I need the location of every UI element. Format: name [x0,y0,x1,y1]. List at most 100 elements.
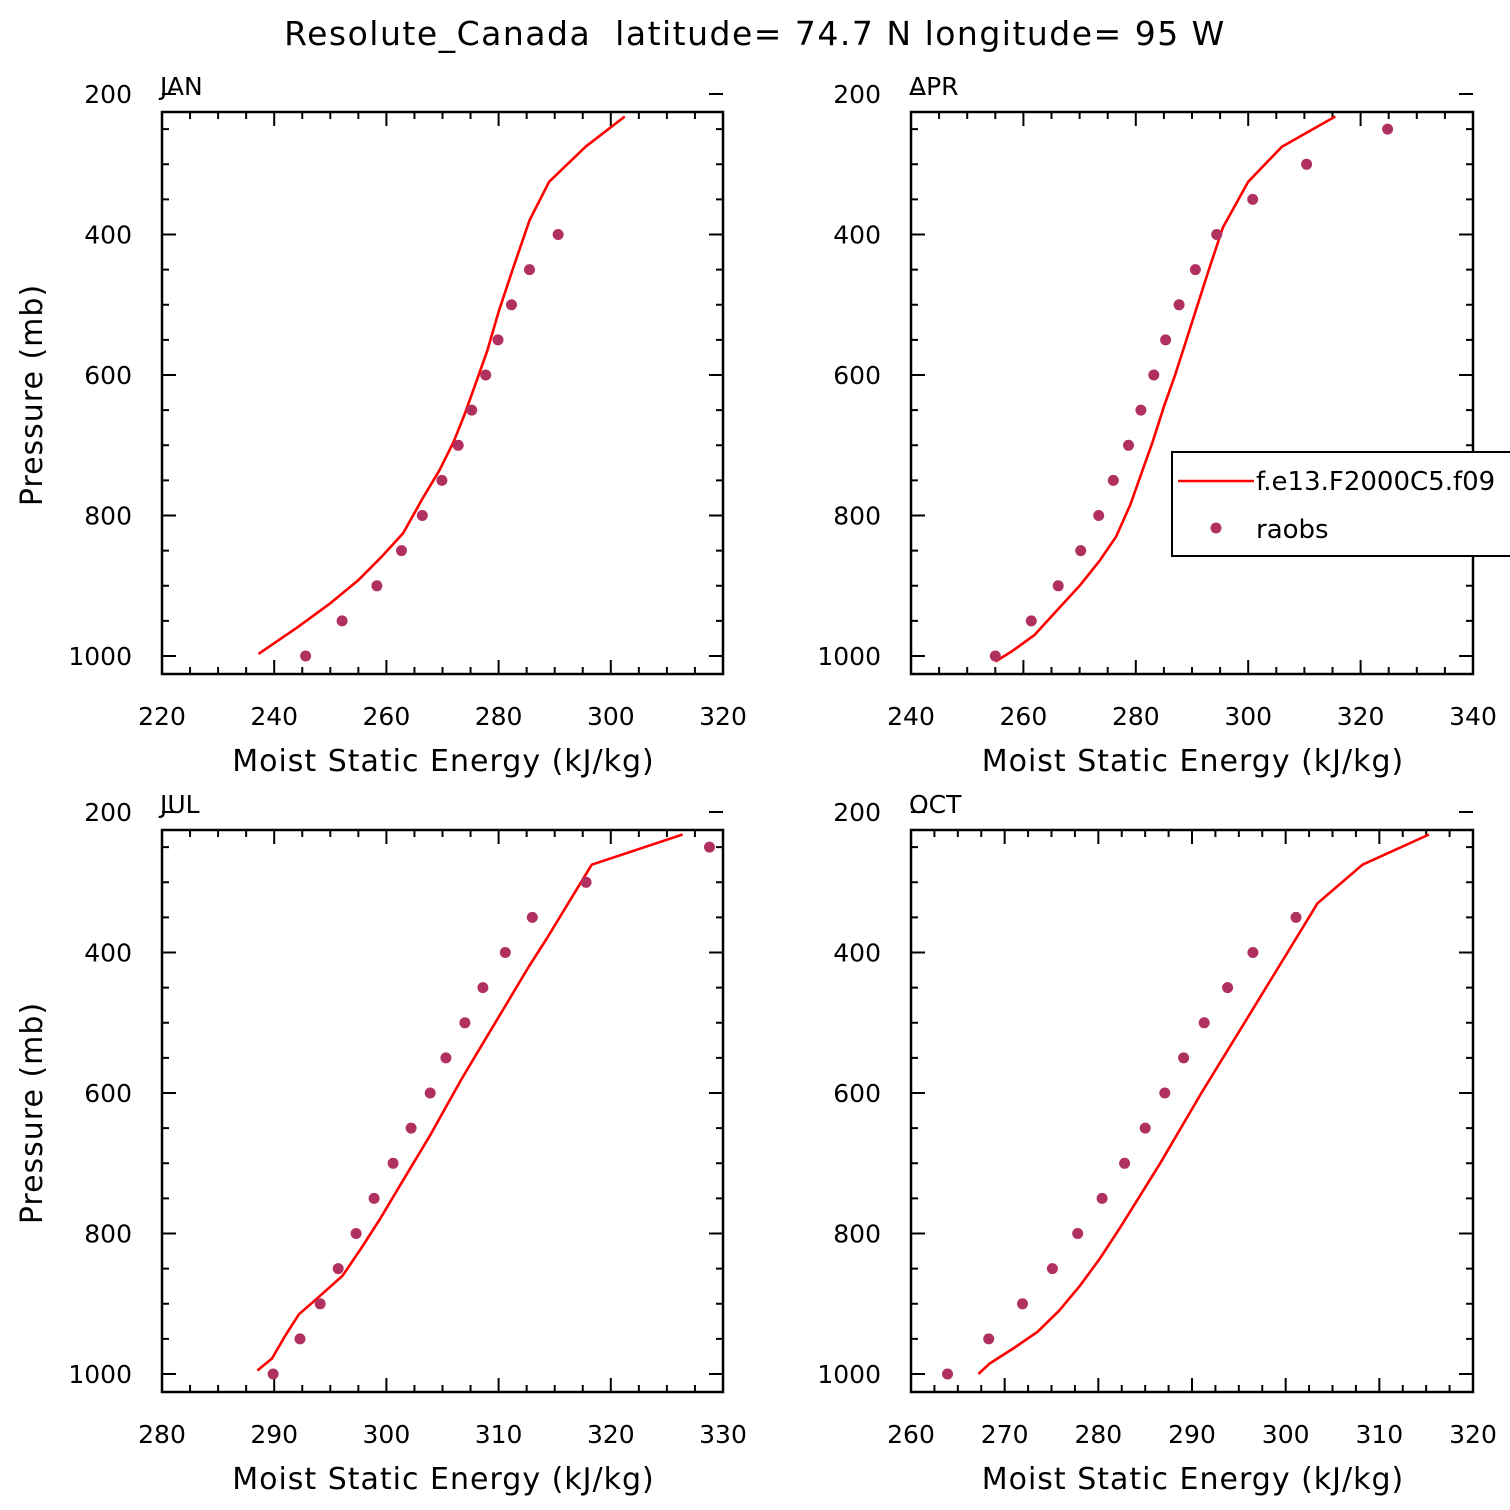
y-axis-label: Pressure (mb) [15,284,50,506]
raobs-point [440,1052,452,1064]
x-tick-label: 300 [1224,702,1272,731]
x-tick-label: 320 [699,702,747,731]
model-series-line [257,115,626,655]
raobs-point [704,841,715,853]
raobs-point [477,982,489,994]
raobs-point [1382,123,1394,135]
raobs-point [300,650,312,662]
raobs-point [1160,334,1172,346]
x-tick-label: 320 [587,1420,635,1449]
legend: f.e13.F2000C5.f09 raobs [1171,451,1510,557]
raobs-point [1075,545,1087,557]
x-axis-label: Moist Static Energy (kJ/kg) [232,1462,655,1497]
x-tick-label: 240 [250,702,298,731]
raobs-point [332,1263,344,1275]
y-tick-label: 800 [84,1220,132,1249]
x-tick-label: 320 [1337,702,1385,731]
model-series-line [977,833,1430,1375]
y-tick-label: 1000 [817,642,881,671]
raobs-point [552,229,564,240]
y-tick-label: 200 [833,80,881,109]
raobs-point [1072,1228,1084,1239]
legend-raobs-marker [1210,522,1222,534]
y-tick-label: 800 [833,502,881,531]
raobs-point [294,1333,306,1345]
panel-title: APR [909,72,959,101]
raobs-point [1135,404,1147,416]
raobs-point [1119,1157,1131,1169]
raobs-point [368,1192,380,1204]
x-tick-label: 290 [250,1420,298,1449]
x-tick-label: 280 [1112,702,1160,731]
raobs-point [942,1368,953,1380]
raobs-point [983,1333,995,1345]
raobs-point [336,615,348,627]
x-tick-label: 280 [138,1420,186,1449]
raobs-point [314,1298,326,1310]
raobs-point [524,264,535,276]
x-axis-label: Moist Static Energy (kJ/kg) [982,744,1405,779]
raobs-point [499,947,511,958]
y-tick-label: 200 [84,80,132,109]
x-tick-label: 300 [363,1420,411,1449]
x-tick-label: 220 [138,702,186,731]
raobs-point [989,650,1001,662]
x-tick-label: 300 [1262,1420,1310,1449]
y-tick-label: 400 [833,939,881,968]
raobs-point [1046,1263,1058,1275]
raobs-point [405,1122,417,1134]
x-axis-label: Moist Static Energy (kJ/kg) [982,1462,1405,1497]
panel-oct: 260 270 280 290 300 310 320 200 400 600 800 1000 OCT… [817,790,1496,1497]
x-tick-label: 260 [363,702,411,731]
legend-model-label: f.e13.F2000C5.f09 [1256,467,1495,497]
x-tick-label: 310 [475,1420,523,1449]
raobs-point [1017,1298,1028,1310]
raobs-point [1247,947,1259,958]
raobs-point [506,299,517,311]
y-tick-label: 1000 [68,642,132,671]
raobs-point [526,911,538,923]
y-tick-label: 1000 [68,1360,132,1389]
x-tick-label: 270 [981,1420,1029,1449]
figure-title: Resolute_Canada latitude= 74.7 N longitu… [284,14,1226,53]
y-tick-label: 200 [84,798,132,827]
raobs-point [580,876,592,888]
y-tick-label: 600 [833,1079,881,1108]
y-tick-label: 400 [84,939,132,968]
x-tick-label: 280 [1074,1420,1122,1449]
raobs-point [1222,982,1234,994]
raobs-point [1107,474,1119,486]
panel-apr: 240 260 280 300 320 340 200 400 600 800 1000 APR Moi… [817,72,1510,779]
y-tick-label: 1000 [817,1360,881,1389]
raobs-point [424,1087,436,1099]
x-tick-label: 340 [1449,702,1497,731]
panel-title: OCT [909,790,962,819]
legend-raobs-label: raobs [1256,515,1329,545]
raobs-point [1025,615,1037,627]
panel-jul: 280 290 300 310 320 330 200 400 600 800 1000 JUL Moi… [15,790,747,1497]
raobs-point [1093,510,1105,521]
model-series-line [256,833,684,1372]
raobs-point [1173,299,1185,311]
raobs-point [1198,1017,1210,1029]
x-tick-label: 310 [1355,1420,1403,1449]
x-tick-label: 260 [887,1420,935,1449]
raobs-point [1052,580,1064,592]
y-tick-label: 600 [833,361,881,390]
panel-jan: 220 240 260 280 300 320 200 400 600 800 1000 JAN Moi… [15,72,747,779]
y-axis-label: Pressure (mb) [15,1002,50,1224]
y-tick-label: 600 [84,1079,132,1108]
raobs-point [371,580,383,592]
panel-title: JAN [158,72,203,101]
raobs-point [416,510,428,521]
raobs-point [1139,1122,1151,1134]
plot-frame [160,110,725,676]
raobs-point [1247,193,1259,205]
raobs-point [466,404,478,416]
x-tick-label: 330 [699,1420,747,1449]
x-tick-label: 300 [587,702,635,731]
raobs-point [480,369,492,381]
raobs-point [267,1368,279,1380]
raobs-point [1178,1052,1190,1064]
raobs-point [436,474,448,486]
